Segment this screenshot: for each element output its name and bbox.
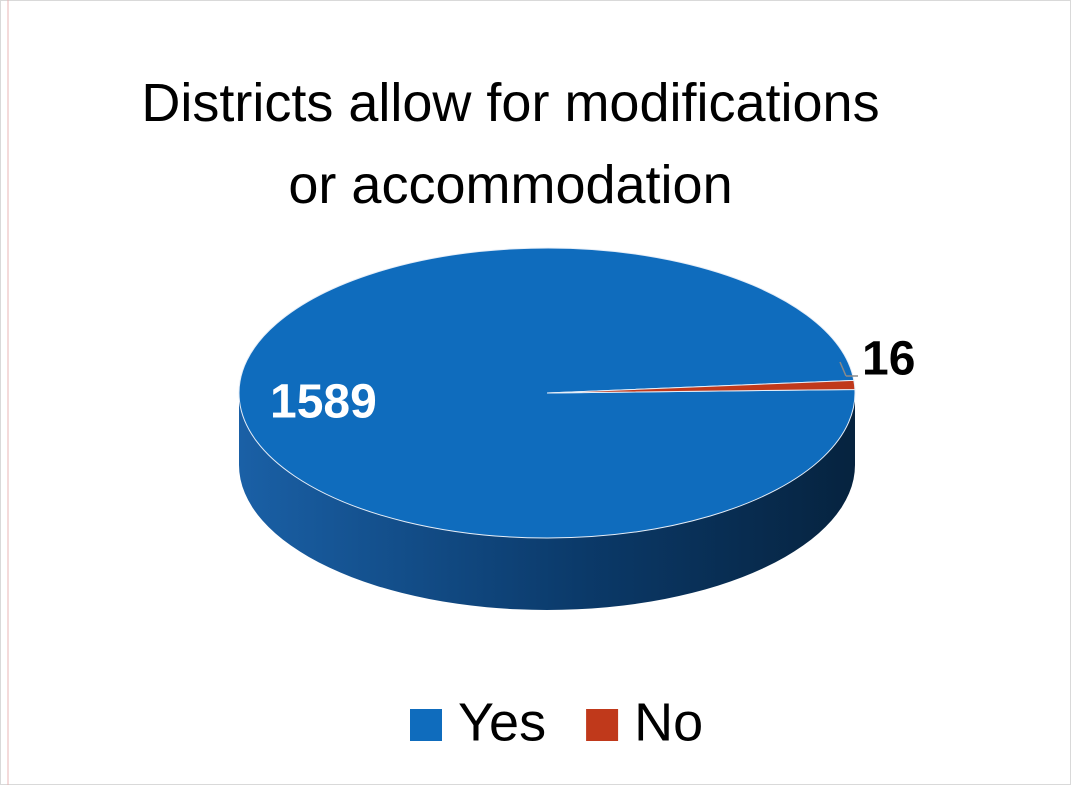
leader-line [839, 361, 847, 377]
legend-swatch [410, 709, 442, 741]
chart-title: Districts allow for modifications or acc… [141, 73, 880, 215]
data-label: 1589 [270, 376, 377, 429]
pie-slice [546, 379, 856, 394]
pie-slice [238, 247, 856, 539]
data-label: 16 [862, 333, 915, 386]
legend-label: No [634, 692, 703, 752]
pie-side [239, 393, 855, 610]
legend-swatch [586, 709, 619, 741]
legend-label: Yes [458, 692, 546, 752]
